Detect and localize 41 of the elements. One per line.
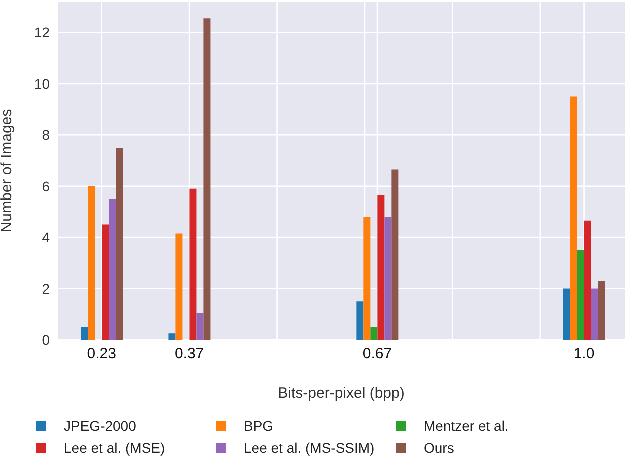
y-tick-label: 4 [42,230,50,246]
bar [384,217,392,340]
y-tick-label: 10 [34,76,50,92]
bar [81,327,88,340]
bar [176,234,183,340]
legend-label: BPG [244,418,274,434]
legend-label: Mentzer et al. [424,418,509,434]
x-axis-title: Bits-per-pixel (bpp) [278,385,405,402]
x-tick-label: 0.23 [87,346,116,363]
bar [577,250,584,340]
y-tick-label: 2 [42,280,50,297]
bar [88,186,95,340]
legend-label: Ours [424,440,454,456]
bar [116,148,123,340]
bar [598,281,606,340]
bar [584,220,592,340]
bar [356,302,364,340]
bar [102,224,109,340]
bar [378,195,385,340]
y-tick-label: 8 [42,127,50,144]
bar [570,96,578,340]
bar [190,188,197,340]
x-tick-label: 0.37 [174,346,204,363]
bar [196,313,204,340]
bar [109,199,116,340]
legend-label: Lee et al. (MS-SSIM) [244,440,375,456]
bar [563,288,570,340]
x-tick-label: 0.67 [362,346,392,363]
y-tick-label: 12 [34,24,50,41]
bar [364,217,371,340]
y-axis-title: Number of Images [0,109,16,233]
legend-label: Lee et al. (MSE) [64,440,166,456]
x-tick-label: 1.0 [574,346,595,363]
bar [204,18,211,340]
y-tick-label: 6 [42,178,50,194]
bar [168,334,176,340]
bar [392,170,399,340]
y-tick-label: 0 [42,332,50,348]
legend-label: JPEG-2000 [64,418,136,434]
bar [370,327,378,340]
bar [591,288,598,340]
